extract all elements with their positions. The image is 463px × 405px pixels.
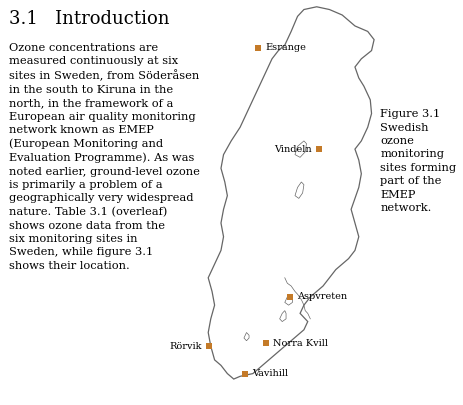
Text: Esrange: Esrange bbox=[264, 43, 305, 52]
Text: Vindeln: Vindeln bbox=[274, 145, 312, 153]
Text: Aspvreten: Aspvreten bbox=[296, 292, 346, 301]
Polygon shape bbox=[244, 333, 249, 341]
Polygon shape bbox=[294, 182, 303, 198]
Text: Figure 3.1
Swedish
ozone
monitoring
sites forming
part of the
EMEP
network.: Figure 3.1 Swedish ozone monitoring site… bbox=[380, 109, 456, 213]
Text: Vavihill: Vavihill bbox=[252, 369, 288, 378]
Text: Rörvik: Rörvik bbox=[169, 342, 202, 351]
Text: Norra Kvill: Norra Kvill bbox=[272, 339, 327, 348]
Text: 3.1   Introduction: 3.1 Introduction bbox=[9, 10, 169, 28]
Text: Ozone concentrations are
measured continuously at six
sites in Sweden, from Söde: Ozone concentrations are measured contin… bbox=[9, 43, 199, 271]
Polygon shape bbox=[294, 141, 306, 157]
Polygon shape bbox=[208, 7, 373, 379]
Polygon shape bbox=[279, 311, 285, 322]
Polygon shape bbox=[284, 294, 292, 305]
